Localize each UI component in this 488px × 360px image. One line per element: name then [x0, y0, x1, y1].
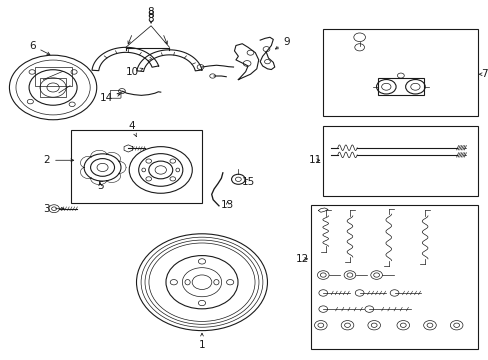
Text: 6: 6 — [29, 41, 50, 55]
Text: 13: 13 — [221, 200, 234, 210]
Text: 15: 15 — [241, 177, 254, 187]
Bar — [323, 30, 477, 116]
Bar — [71, 130, 202, 203]
Bar — [323, 126, 477, 196]
Bar — [35, 67, 71, 86]
Bar — [40, 78, 66, 97]
Bar — [377, 78, 423, 95]
Text: 1: 1 — [198, 333, 205, 350]
Text: 10: 10 — [126, 67, 142, 77]
Text: 3: 3 — [43, 204, 64, 214]
Text: 8: 8 — [147, 10, 154, 21]
Text: 2: 2 — [43, 155, 74, 165]
Text: 12: 12 — [296, 254, 309, 264]
Text: 8: 8 — [147, 7, 154, 17]
Text: 9: 9 — [275, 37, 289, 49]
Bar — [310, 205, 477, 348]
Text: 8: 8 — [147, 14, 154, 24]
Text: 4: 4 — [128, 121, 136, 136]
Text: 5: 5 — [97, 181, 103, 192]
Text: 14: 14 — [100, 93, 120, 103]
Text: 7: 7 — [478, 69, 487, 79]
Text: 11: 11 — [308, 155, 321, 165]
